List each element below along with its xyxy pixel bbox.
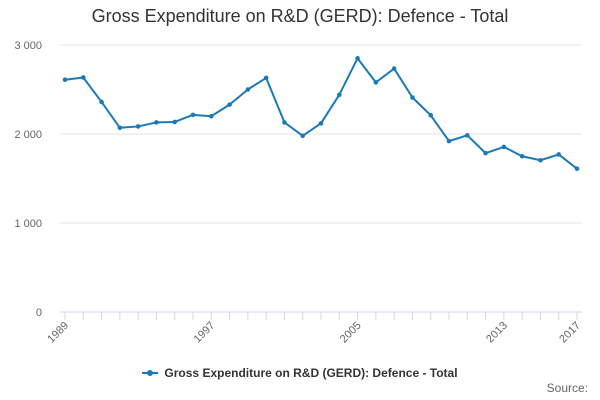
y-tick-label: 1 000 (14, 218, 42, 230)
data-point (208, 113, 214, 119)
data-point (410, 95, 415, 100)
legend-label: Gross Expenditure on R&D (GERD): Defence… (164, 366, 458, 380)
data-point (501, 144, 507, 150)
data-point (117, 125, 123, 131)
data-point (245, 87, 251, 92)
data-point (282, 120, 287, 125)
series-line (64, 57, 578, 170)
chart-title: Gross Expenditure on R&D (GERD): Defence… (91, 6, 509, 26)
data-point (519, 153, 525, 159)
data-point (428, 113, 434, 118)
data-point (318, 121, 324, 126)
data-point (391, 66, 397, 71)
x-tick-label: 2017 (557, 320, 583, 346)
data-point (355, 56, 360, 61)
data-point (135, 124, 141, 129)
data-point (446, 138, 452, 144)
data-point (464, 133, 470, 138)
data-point (336, 92, 342, 98)
data-point (62, 77, 68, 83)
data-point (373, 80, 379, 85)
x-tick-label: 1989 (45, 320, 71, 346)
data-point (538, 157, 543, 163)
data-point (154, 120, 159, 125)
y-tick-label: 2 000 (14, 129, 42, 141)
source-credit[interactable]: Source: (546, 381, 588, 395)
legend-swatch (142, 368, 159, 378)
y-tick-label: 0 (36, 307, 42, 319)
data-point (190, 112, 196, 118)
x-tick-label: 2005 (338, 320, 364, 346)
y-tick-label: 3 000 (14, 40, 42, 52)
data-point (300, 133, 306, 139)
x-tick-label: 2013 (484, 320, 510, 346)
data-point (263, 75, 269, 81)
legend[interactable]: Gross Expenditure on R&D (GERD): Defence… (0, 366, 600, 381)
data-point (80, 75, 86, 80)
data-point (483, 150, 488, 156)
data-point (227, 102, 232, 107)
x-tick-label: 1997 (192, 320, 218, 346)
data-point (574, 166, 580, 172)
data-point (172, 119, 178, 125)
data-point (99, 99, 104, 105)
data-point (556, 152, 562, 157)
